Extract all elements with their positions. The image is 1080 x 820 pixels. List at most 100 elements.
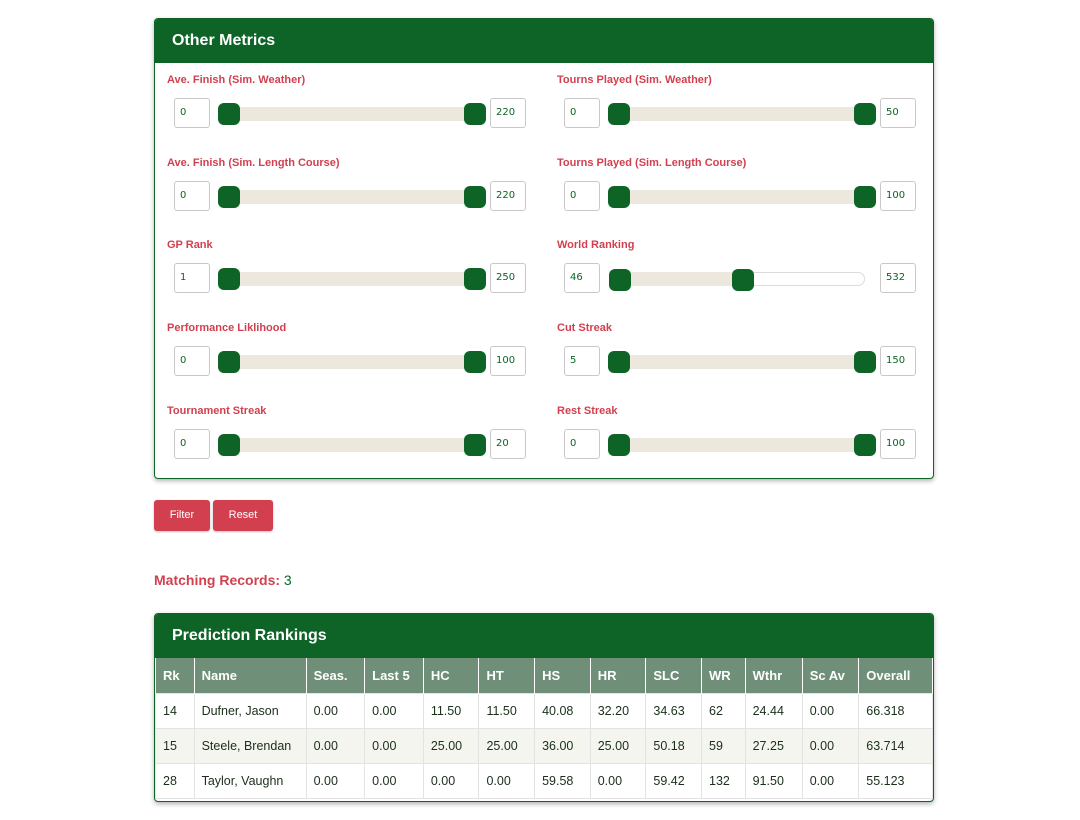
table-cell: 63.714 — [858, 728, 933, 764]
table-cell: 32.20 — [589, 693, 647, 729]
slider-max-input[interactable]: 100 — [880, 181, 916, 211]
slider-max-input[interactable]: 100 — [490, 346, 526, 376]
slider-max-handle[interactable] — [732, 269, 754, 291]
slider-range-fill — [620, 272, 743, 286]
slider-max-input[interactable]: 20 — [490, 429, 526, 459]
column-header[interactable]: HC — [422, 658, 480, 694]
slider-min-input[interactable]: 0 — [174, 346, 210, 376]
slider-max-handle[interactable] — [464, 103, 486, 125]
column-header[interactable]: SLC — [645, 658, 703, 694]
slider-min-input[interactable]: 0 — [564, 181, 600, 211]
slider-max-input[interactable]: 250 — [490, 263, 526, 293]
slider-max-handle[interactable] — [464, 268, 486, 290]
slider-track[interactable] — [218, 186, 486, 208]
slider-min-handle[interactable] — [218, 186, 240, 208]
column-header[interactable]: HS — [534, 658, 591, 694]
slider-track[interactable] — [218, 268, 486, 290]
table-cell: 0.00 — [422, 763, 480, 799]
slider-min-input[interactable]: 0 — [174, 429, 210, 459]
column-header[interactable]: Wthr — [744, 658, 803, 694]
table-cell: 0.00 — [801, 763, 860, 799]
slider-max-handle[interactable] — [464, 434, 486, 456]
slider-max-input[interactable]: 220 — [490, 98, 526, 128]
slider-min-handle[interactable] — [608, 186, 630, 208]
table-row[interactable]: 28 Taylor, Vaughn 0.00 0.00 0.00 0.00 59.58 0.0… — [155, 763, 933, 799]
table-cell: 14 — [155, 693, 195, 729]
slider-min-input[interactable]: 0 — [564, 98, 600, 128]
column-header[interactable]: Rk — [155, 658, 195, 694]
slider-max-input[interactable]: 532 — [880, 263, 916, 293]
table-cell: 0.00 — [478, 763, 536, 799]
table-cell: 24.44 — [744, 693, 803, 729]
table-cell: 25.00 — [422, 728, 480, 764]
table-cell: 59.42 — [645, 763, 703, 799]
slider-track[interactable] — [218, 434, 486, 456]
filter-button[interactable]: Filter — [154, 500, 210, 531]
slider-min-handle[interactable] — [218, 103, 240, 125]
table-header-row: Rk Name Seas. Last 5 HC HT HS HR SLC WR Wthr Sc Av O… — [155, 658, 933, 694]
slider-block: GP Rank 1 250 — [155, 229, 526, 309]
slider-label: Tourns Played (Sim. Length Course) — [557, 157, 747, 169]
slider-label: Cut Streak — [557, 322, 613, 334]
slider-min-handle[interactable] — [608, 434, 630, 456]
table-cell: Dufner, Jason — [193, 693, 307, 729]
column-header[interactable]: Name — [193, 658, 307, 694]
slider-track[interactable] — [608, 434, 876, 456]
slider-max-input[interactable]: 100 — [880, 429, 916, 459]
slider-max-handle[interactable] — [854, 186, 876, 208]
slider-track[interactable] — [218, 351, 486, 373]
slider-min-handle[interactable] — [218, 434, 240, 456]
slider-min-handle[interactable] — [609, 269, 631, 291]
table-cell: 50.18 — [645, 728, 703, 764]
prediction-rankings-title: Prediction Rankings — [155, 614, 933, 658]
column-header[interactable]: WR — [701, 658, 746, 694]
slider-label: Tourns Played (Sim. Weather) — [557, 74, 712, 86]
slider-max-input[interactable]: 50 — [880, 98, 916, 128]
slider-label: World Ranking — [557, 239, 635, 251]
table-row[interactable]: 14 Dufner, Jason 0.00 0.00 11.50 11.50 40.08 32… — [155, 693, 933, 729]
slider-block: World Ranking 46 532 — [545, 229, 916, 309]
slider-min-input[interactable]: 5 — [564, 346, 600, 376]
slider-max-handle[interactable] — [464, 351, 486, 373]
table-cell: 59 — [701, 728, 746, 764]
slider-max-handle[interactable] — [854, 351, 876, 373]
slider-track[interactable] — [608, 351, 876, 373]
slider-max-handle[interactable] — [464, 186, 486, 208]
table-cell: 25.00 — [478, 728, 536, 764]
table-cell: 66.318 — [858, 693, 933, 729]
column-header[interactable]: Last 5 — [364, 658, 424, 694]
slider-max-input[interactable]: 150 — [880, 346, 916, 376]
slider-min-input[interactable]: 46 — [564, 263, 600, 293]
slider-min-input[interactable]: 0 — [564, 429, 600, 459]
reset-button[interactable]: Reset — [213, 500, 273, 531]
slider-min-handle[interactable] — [218, 268, 240, 290]
slider-track[interactable] — [608, 103, 876, 125]
column-header[interactable]: HT — [478, 658, 536, 694]
slider-max-input[interactable]: 220 — [490, 181, 526, 211]
table-cell: Steele, Brendan — [193, 728, 307, 764]
slider-track[interactable] — [609, 269, 865, 291]
slider-label: Ave. Finish (Sim. Weather) — [167, 74, 306, 86]
column-header[interactable]: Seas. — [305, 658, 366, 694]
slider-min-handle[interactable] — [218, 351, 240, 373]
slider-track[interactable] — [218, 103, 486, 125]
prediction-rankings-panel: Prediction Rankings Rk Name Seas. Last 5 HC H… — [154, 613, 934, 802]
table-row[interactable]: 15 Steele, Brendan 0.00 0.00 25.00 25.00 36.00… — [155, 728, 933, 764]
slider-max-handle[interactable] — [854, 103, 876, 125]
column-header[interactable]: HR — [589, 658, 647, 694]
table-cell: 11.50 — [478, 693, 536, 729]
slider-max-handle[interactable] — [854, 434, 876, 456]
table-cell: 27.25 — [744, 728, 803, 764]
slider-track[interactable] — [608, 186, 876, 208]
slider-min-input[interactable]: 0 — [174, 181, 210, 211]
slider-min-input[interactable]: 1 — [174, 263, 210, 293]
slider-min-handle[interactable] — [608, 103, 630, 125]
table-cell: 0.00 — [305, 763, 366, 799]
table-cell: 55.123 — [858, 763, 933, 799]
slider-min-input[interactable]: 0 — [174, 98, 210, 128]
slider-block: Ave. Finish (Sim. Weather) 0 220 — [155, 64, 526, 144]
slider-min-handle[interactable] — [608, 351, 630, 373]
column-header[interactable]: Sc Av — [801, 658, 860, 694]
column-header[interactable]: Overall — [858, 658, 933, 694]
slider-block: Tourns Played (Sim. Length Course) 0 100 — [545, 147, 916, 227]
